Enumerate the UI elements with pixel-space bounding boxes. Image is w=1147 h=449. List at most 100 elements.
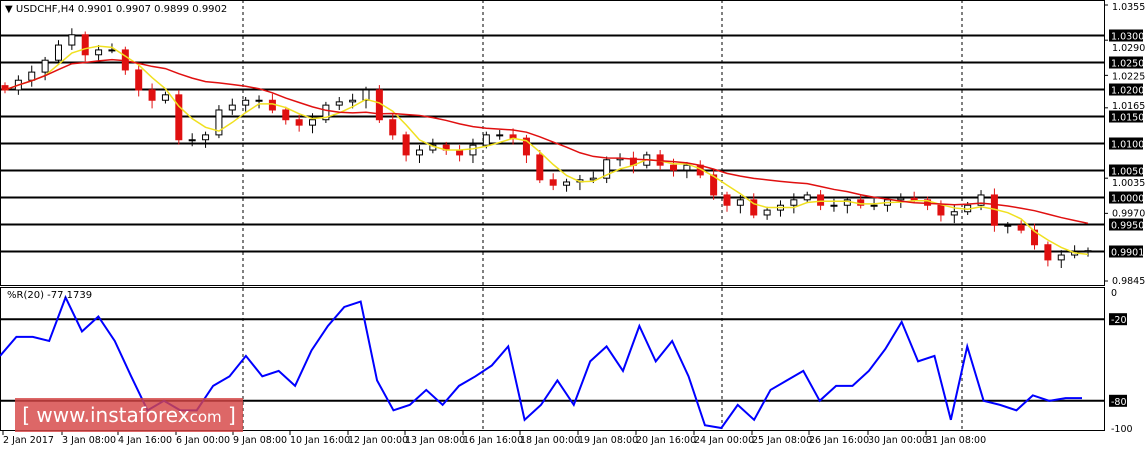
bear-candle [549,179,557,186]
time-axis-label: 16 Jan 16:00 [463,435,523,446]
bull-candle [255,99,263,102]
price-axis-label: 1.0035 [1112,178,1145,189]
bull-candle [763,209,771,216]
price-level-label: 1.0200 [1111,86,1144,97]
bull-candle [469,144,477,156]
bull-candle [603,159,611,179]
price-level-label: 0.9950 [1111,221,1144,232]
bear-candle [81,34,89,56]
bear-candle [522,137,530,156]
ohlc-values: 0.9901 0.9907 0.9899 0.9902 [77,4,228,15]
bull-candle [1084,250,1092,253]
bear-candle [135,69,143,91]
bull-candle [496,134,504,137]
price-level-label: 1.0000 [1111,194,1144,205]
price-axis-label: 1.0290 [1112,43,1145,54]
bull-candle [362,89,370,101]
time-axis-label: 12 Jan 00:00 [348,435,408,446]
time-axis-label: 30 Jan 00:00 [868,435,928,446]
bear-candle [389,119,397,136]
bull-candle [28,71,36,81]
wpr-axis-label: 0 [1111,288,1117,299]
bull-candle [95,49,103,56]
time-axis-label: 18 Jan 00:00 [520,435,580,446]
slow-ma-line [4,58,1089,225]
price-level-label: 0.9901 [1111,248,1144,259]
time-axis-label: 10 Jan 16:00 [290,435,350,446]
bull-candle [349,99,357,103]
symbol: USDCHF,H4 [15,4,75,15]
bull-candle [736,199,744,206]
time-axis-label: 25 Jan 08:00 [752,435,812,446]
price-level-label-bg [1109,164,1143,177]
wpr-axis-label: -20 [1111,315,1127,326]
bull-candle [803,194,811,201]
price-level-label-bg [1109,83,1143,96]
time-axis-label: 2 Jan 2017 [3,435,54,446]
price-axis-label: 1.0225 [1112,71,1145,82]
bear-candle [817,194,825,206]
watermark-text: www.instaforex [36,403,190,427]
price-axis-label: 0.9845 [1112,276,1145,287]
wpr-axis-label: -80 [1111,397,1127,408]
bull-candle [977,194,985,206]
bear-candle [148,89,156,101]
time-axis-label: 19 Jan 08:00 [578,435,638,446]
time-axis-label: 4 Jan 16:00 [118,435,172,446]
bull-candle [161,94,169,101]
price-level-label-bg [1109,191,1143,204]
bear-candle [750,199,758,216]
bull-candle [188,139,196,142]
price-axis-label: 1.0165 [1112,101,1145,112]
time-axis-label: 6 Jan 00:00 [176,435,230,446]
watermark: [ www.instaforexcom ] [15,398,243,432]
bull-candle [309,119,317,126]
bear-candle [282,109,290,121]
price-axis-label: 1.0355 [1112,2,1145,13]
bull-candle [228,104,236,111]
bear-candle [857,199,865,206]
bull-candle [41,59,49,73]
triangle-down-icon[interactable]: ▼ [5,4,13,15]
bear-candle [536,154,544,181]
price-level-label-bg [1109,245,1143,258]
bull-candle [215,109,223,136]
bull-candle [415,149,423,156]
bull-candle [482,134,490,146]
chart-title: ▼ USDCHF,H4 0.9901 0.9907 0.9899 0.9902 [5,4,227,15]
bull-candle [683,164,691,171]
bear-candle [1017,224,1025,231]
time-axis-label: 20 Jan 16:00 [636,435,696,446]
time-axis-label: 26 Jan 16:00 [809,435,869,446]
bull-candle [830,204,838,207]
bull-candle [68,34,76,46]
wpr-axis-label: -100 [1111,424,1133,435]
price-level-label-bg [1109,218,1143,231]
bull-candle [54,44,62,61]
bull-candle [950,211,958,216]
bear-candle [1044,244,1052,261]
wpr-level-label-bg [1109,313,1127,326]
bull-candle [1057,254,1065,261]
bull-candle [202,134,210,141]
price-level-label-bg [1109,56,1143,69]
price-level-label: 1.0300 [1111,32,1144,43]
time-axis-label: 13 Jan 08:00 [405,435,465,446]
price-level-label-bg [1109,110,1143,123]
bull-candle [563,181,571,186]
time-axis-label: 31 Jan 08:00 [926,435,986,446]
bull-candle [870,204,878,207]
bull-candle [242,99,250,106]
price-level-label: 1.0050 [1111,167,1144,178]
price-axis-label: 0.9970 [1112,208,1145,219]
bear-candle [670,164,678,171]
time-axis-label: 9 Jan 08:00 [233,435,287,446]
bull-candle [589,177,597,181]
price-level-label-bg [1109,137,1143,150]
bull-candle [335,101,343,106]
bear-candle [710,174,718,196]
bull-candle [322,104,330,121]
time-axis-label: 24 Jan 00:00 [694,435,754,446]
